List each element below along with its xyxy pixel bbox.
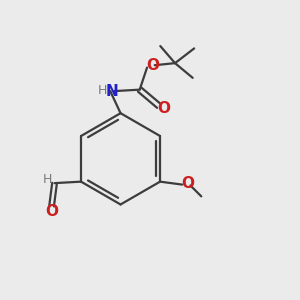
Text: H: H bbox=[97, 84, 107, 97]
Text: N: N bbox=[106, 84, 118, 99]
Text: O: O bbox=[146, 58, 159, 73]
Text: O: O bbox=[181, 176, 194, 191]
Text: O: O bbox=[157, 101, 170, 116]
Text: O: O bbox=[45, 205, 58, 220]
Text: H: H bbox=[43, 173, 52, 186]
